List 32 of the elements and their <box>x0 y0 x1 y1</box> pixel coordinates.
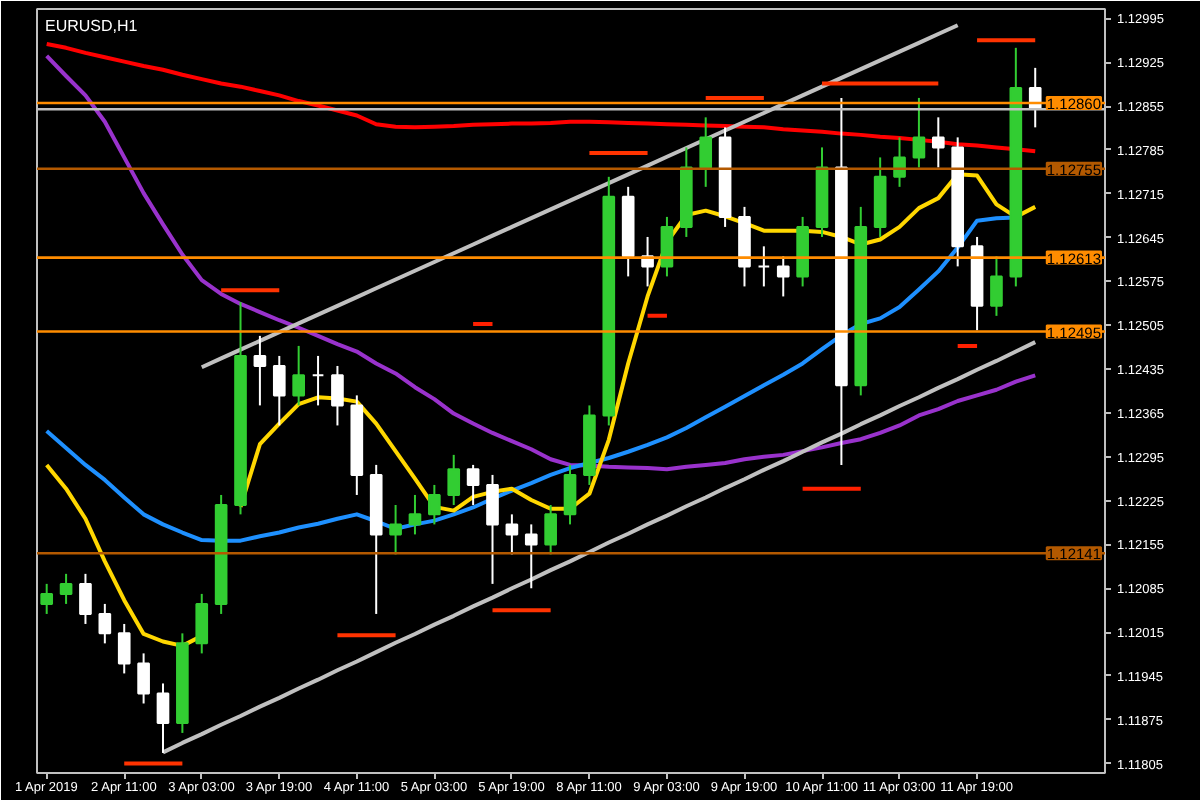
candlestick <box>990 255 1003 317</box>
candlestick <box>59 572 73 605</box>
candlestick <box>757 245 771 288</box>
candlestick <box>505 513 519 556</box>
candlestick <box>486 473 499 585</box>
candlestick <box>79 572 92 625</box>
candlestick <box>195 592 209 655</box>
candlestick <box>428 483 441 526</box>
candlestick <box>544 503 557 556</box>
text: EURUSD,H1 <box>45 17 139 35</box>
candlestick <box>253 334 267 407</box>
candlestick <box>563 463 577 526</box>
candlestick <box>776 255 790 298</box>
candlestick <box>137 652 150 705</box>
line-series <box>160 340 1038 755</box>
candlestick <box>98 602 112 645</box>
candlestick <box>156 682 170 754</box>
candlestick <box>117 622 131 675</box>
candlestick <box>447 453 461 506</box>
candlestick <box>524 523 538 590</box>
candlestick <box>466 463 480 506</box>
candlestick <box>311 354 325 407</box>
candlestick <box>912 96 926 169</box>
candlestick <box>40 582 54 615</box>
candlestick <box>931 116 945 169</box>
candlestick <box>408 493 422 536</box>
candlestick <box>272 354 286 427</box>
candlestick <box>389 503 402 556</box>
candlestick <box>292 344 305 407</box>
candlestick <box>331 364 344 427</box>
candlestick <box>699 116 713 188</box>
line-series <box>44 53 1038 472</box>
